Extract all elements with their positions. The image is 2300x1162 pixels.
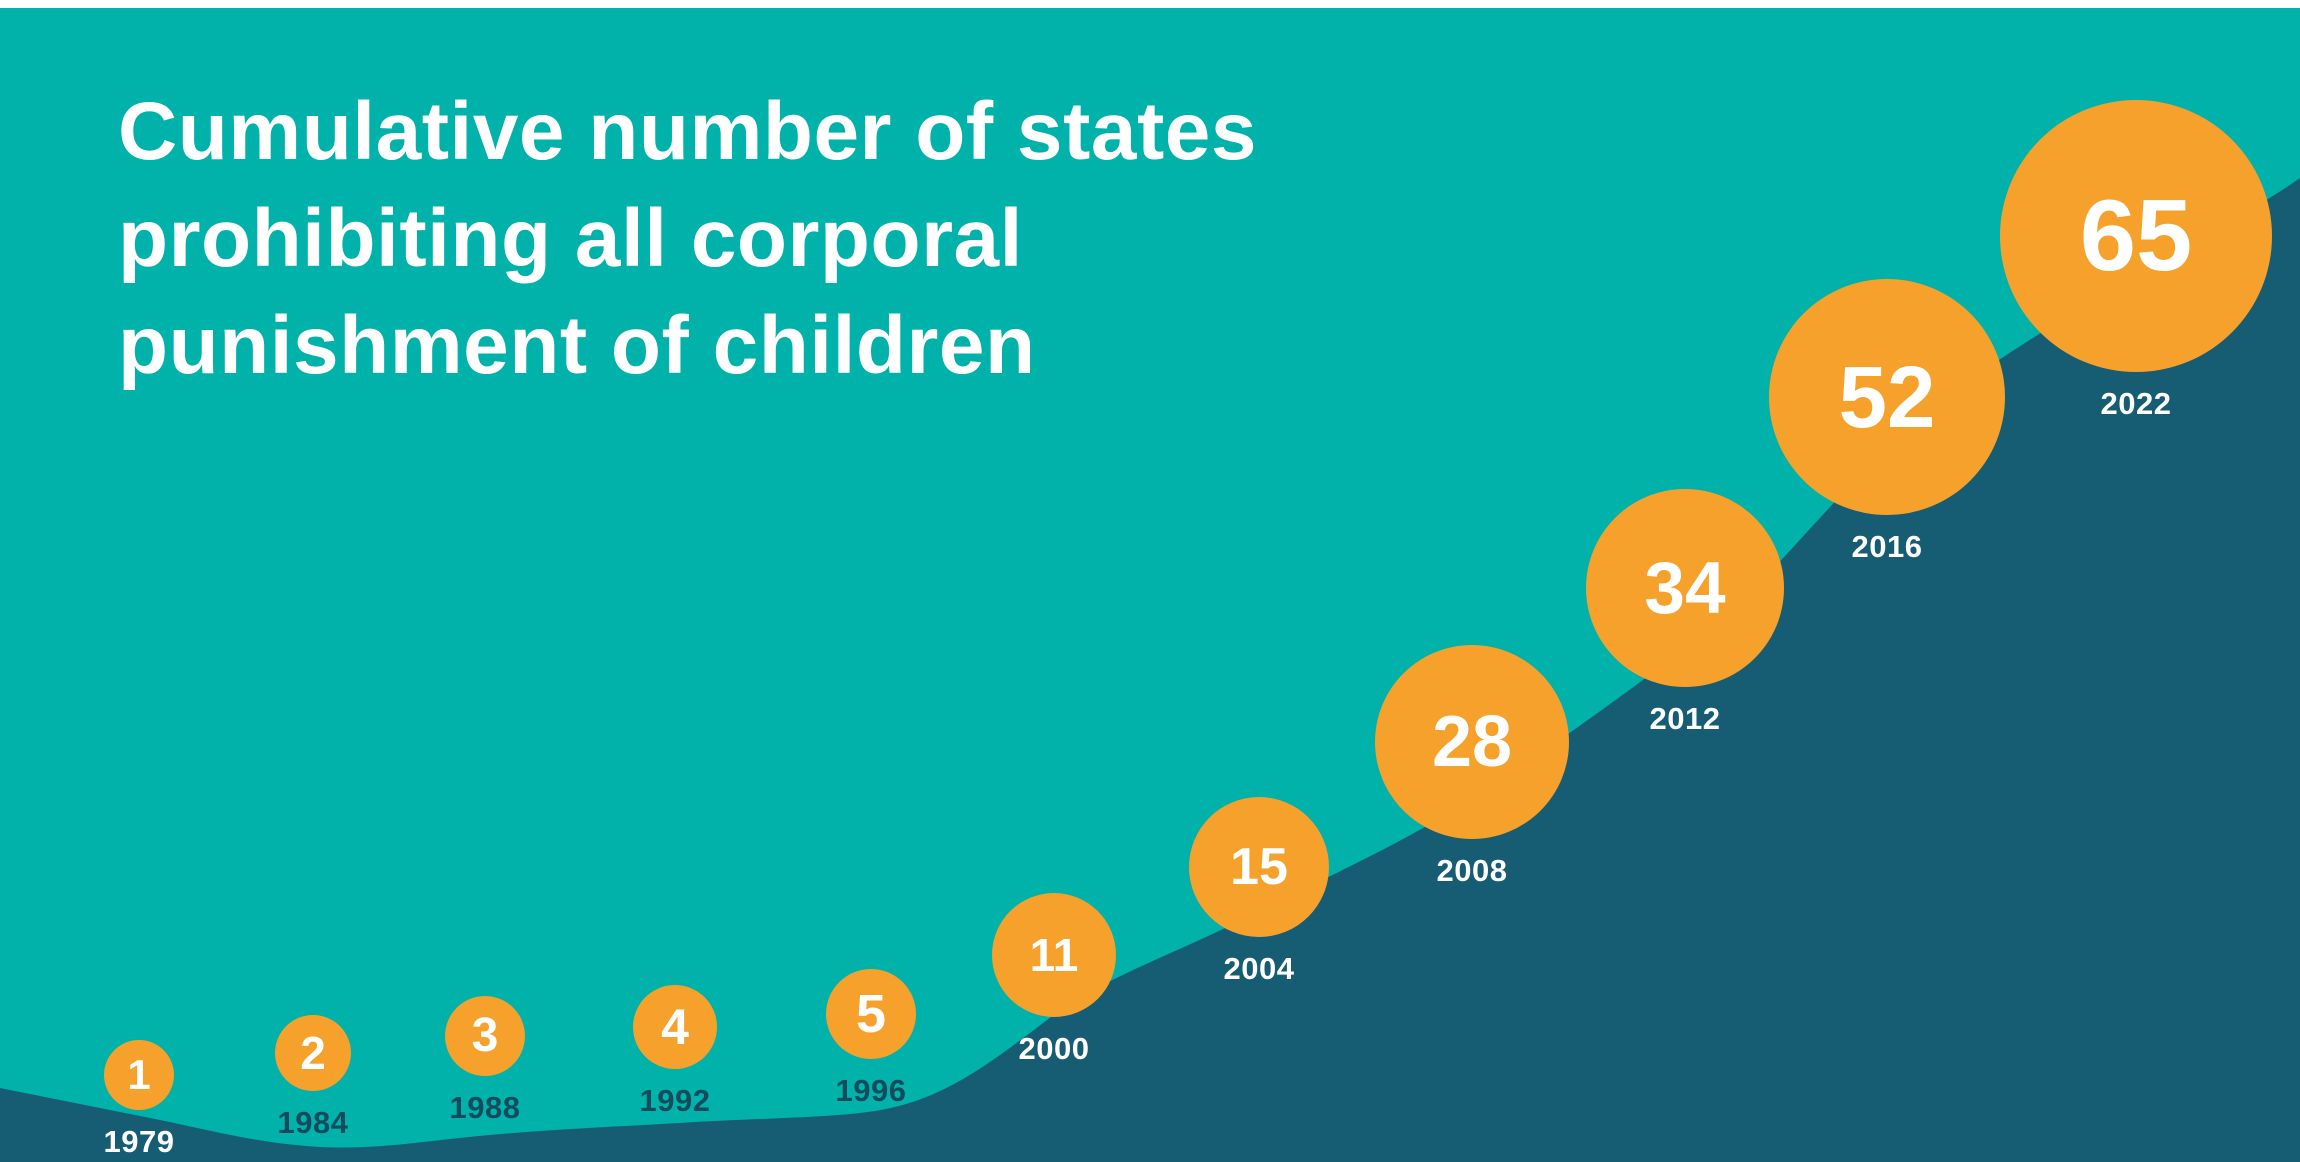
value-bubble: 5	[826, 969, 916, 1059]
year-label: 2004	[1223, 951, 1295, 986]
value-bubble: 28	[1375, 645, 1569, 839]
value-bubble: 34	[1586, 489, 1784, 687]
chart-title-line-1: Cumulative number of states	[118, 86, 1257, 177]
value-bubble: 4	[633, 985, 717, 1069]
value-bubble: 3	[445, 996, 525, 1076]
year-label: 2016	[1851, 529, 1923, 564]
year-label: 1984	[277, 1105, 349, 1140]
year-label: 2008	[1436, 853, 1508, 888]
chart-title-line-3: punishment of children	[118, 300, 1036, 391]
value-bubble: 52	[1769, 279, 2005, 515]
year-label: 1988	[449, 1090, 521, 1125]
year-label: 2012	[1649, 701, 1721, 736]
value-bubble: 65	[2000, 100, 2272, 372]
year-label: 1992	[639, 1083, 711, 1118]
year-label: 2000	[1018, 1031, 1090, 1066]
chart-canvas: Cumulative number of states prohibiting …	[0, 8, 2300, 1162]
value-bubble: 1	[104, 1040, 174, 1110]
year-label: 1996	[835, 1073, 907, 1108]
year-label: 2022	[2100, 386, 2172, 421]
cumulative-area-wave	[0, 178, 2300, 1162]
chart-title: Cumulative number of states prohibiting …	[118, 78, 1257, 399]
area-wave-path	[0, 178, 2300, 1162]
year-label: 1979	[103, 1124, 175, 1159]
chart-title-line-2: prohibiting all corporal	[118, 193, 1023, 284]
value-bubble: 11	[992, 893, 1116, 1017]
value-bubble: 2	[275, 1015, 351, 1091]
data-points-layer: 1 1979 2 1984 3 1988 4 1992 5 1996 11 2000 15 2004 28 2…	[0, 8, 2300, 1162]
value-bubble: 15	[1189, 797, 1329, 937]
